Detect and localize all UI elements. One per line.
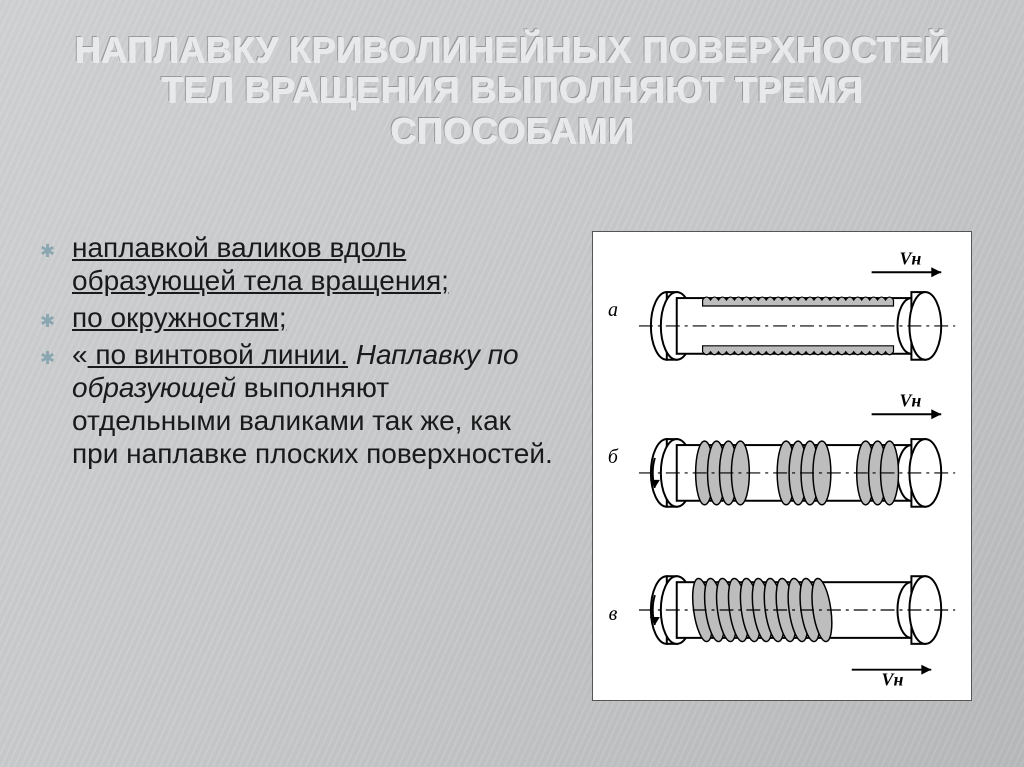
content-area: ✱ наплавкой валиков вдоль образующей тел… — [36, 191, 988, 701]
bullet-icon: ✱ — [40, 311, 55, 332]
vh-label: Vн — [899, 390, 921, 410]
bullet-list: ✱ наплавкой валиков вдоль образующей тел… — [36, 231, 556, 470]
cylinder-b-svg: Vн — [633, 388, 961, 528]
row-label: б — [603, 446, 623, 469]
bullet-icon: ✱ — [40, 348, 55, 369]
list-item: ✱ по окружностям; — [36, 301, 556, 334]
item-text: по окружностям; — [72, 302, 287, 333]
bullet-icon: ✱ — [40, 241, 55, 262]
item-text: наплавкой валиков вдоль образующей тела … — [72, 232, 449, 296]
vh-label: Vн — [899, 248, 921, 268]
vh-label: Vн — [881, 670, 903, 690]
row-label: в — [603, 603, 623, 626]
cylinder-c-svg: Vн — [633, 540, 961, 690]
diagram-box: а Vн — [592, 231, 972, 701]
list-item: ✱ « по винтовой линии. Наплавку по образ… — [36, 338, 556, 470]
list-item: ✱ наплавкой валиков вдоль образующей тел… — [36, 231, 556, 297]
diagram-column: а Vн — [576, 231, 988, 701]
diagram-row-b: б Vн — [603, 388, 961, 528]
item-text: « по винтовой линии. Наплавку по образую… — [72, 339, 553, 469]
diagram-row-c: в — [603, 540, 961, 690]
cylinder-a-svg: Vн — [633, 246, 961, 376]
diagram-row-a: а Vн — [603, 246, 961, 376]
bullet-list-column: ✱ наплавкой валиков вдоль образующей тел… — [36, 231, 556, 474]
slide-title: НАПЛАВКУ КРИВОЛИНЕЙНЫХ ПОВЕРХНОСТЕЙ ТЕЛ … — [36, 30, 988, 151]
row-label: а — [603, 299, 623, 322]
